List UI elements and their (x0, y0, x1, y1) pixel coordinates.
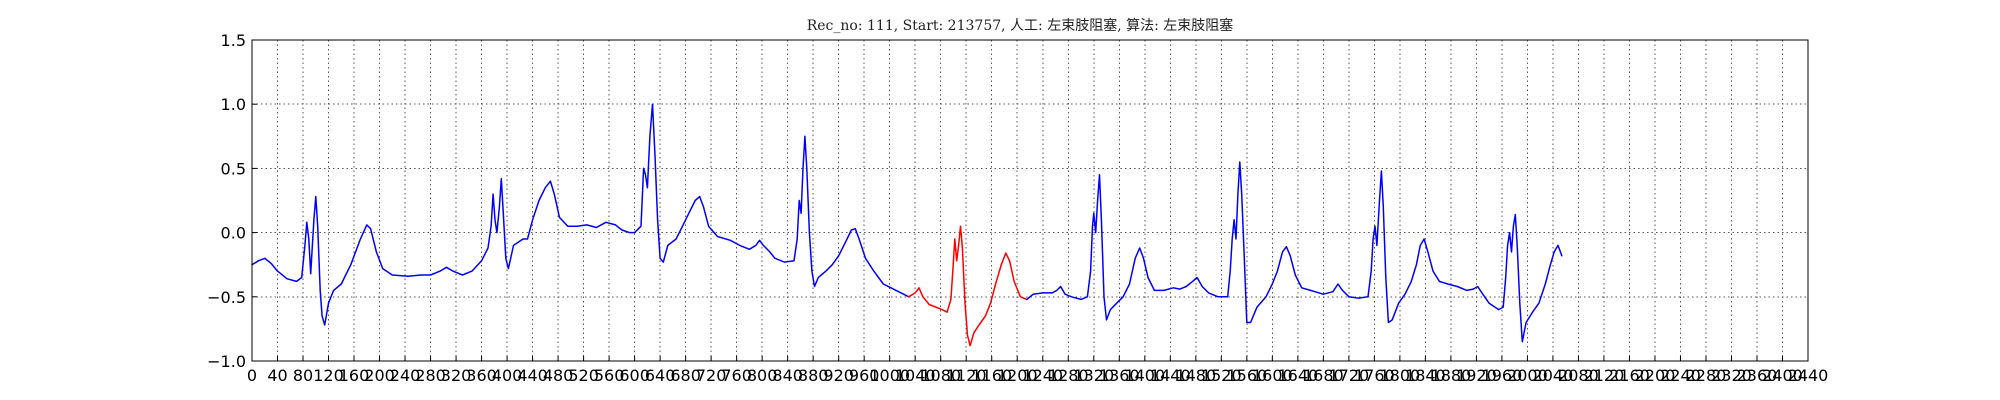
x-tick-label: 1040 (895, 366, 936, 385)
x-tick-label: 2200 (1635, 366, 1676, 385)
grid-layer (252, 40, 1808, 361)
x-tick-label: 680 (670, 366, 701, 385)
x-tick-label: 40 (267, 366, 287, 385)
x-tick-label: 600 (619, 366, 650, 385)
x-tick-label: 2040 (1533, 366, 1574, 385)
x-tick-label: 1400 (1124, 366, 1165, 385)
x-tick-label: 1480 (1175, 366, 1216, 385)
x-tick-label: 560 (594, 366, 625, 385)
x-tick-label: 1760 (1354, 366, 1395, 385)
x-tick-label: 1560 (1226, 366, 1267, 385)
x-tick-label: 0 (247, 366, 257, 385)
x-tick-label: 1880 (1431, 366, 1472, 385)
x-tick-label: 1720 (1328, 366, 1369, 385)
x-tick-label: 640 (645, 366, 676, 385)
x-tick-label: 960 (849, 366, 880, 385)
x-tick-label: 2400 (1762, 366, 1803, 385)
chart-title: Rec_no: 111, Start: 213757, 人工: 左束肢阻塞, 算… (807, 17, 1234, 34)
x-tick-label: 200 (364, 366, 395, 385)
x-tick-label: 360 (466, 366, 497, 385)
x-tick-label: 1240 (1022, 366, 1063, 385)
x-tick-label: 2320 (1711, 366, 1752, 385)
x-axis: 0 40 80 12016020024028032036040044048052056… (247, 356, 1828, 385)
ecg-series-line-3 (1026, 161, 1563, 343)
x-tick-label: 2160 (1609, 366, 1650, 385)
x-tick-label: 440 (517, 366, 548, 385)
x-tick-label: 1160 (971, 366, 1012, 385)
x-tick-label: 1320 (1073, 366, 1114, 385)
x-tick-label: 2280 (1686, 366, 1727, 385)
y-tick-label: −0.5 (207, 288, 246, 307)
x-tick-label: 2120 (1584, 366, 1625, 385)
x-tick-label: 1000 (869, 366, 910, 385)
y-tick-label: 1.5 (221, 31, 246, 50)
x-tick-label: 1920 (1456, 366, 1497, 385)
y-tick-label: 1.0 (221, 95, 246, 114)
x-tick-label: 880 (798, 366, 829, 385)
x-tick-label: 1800 (1380, 366, 1421, 385)
x-tick-label: 80 (293, 366, 313, 385)
x-tick-label: 1360 (1099, 366, 1140, 385)
x-tick-label: 1200 (997, 366, 1038, 385)
x-tick-label: 2240 (1660, 366, 1701, 385)
x-tick-label: 280 (415, 366, 446, 385)
x-tick-label: 1280 (1048, 366, 1089, 385)
x-tick-label: 920 (823, 366, 854, 385)
x-tick-label: 2360 (1737, 366, 1778, 385)
x-tick-label: 160 (339, 366, 370, 385)
x-tick-label: 240 (390, 366, 421, 385)
y-tick-label: 0.5 (221, 159, 246, 178)
x-tick-label: 1080 (920, 366, 961, 385)
x-tick-label: 2000 (1507, 366, 1548, 385)
x-tick-label: 760 (721, 366, 752, 385)
plot-frame (251, 39, 1809, 362)
y-tick-label: 0.0 (221, 224, 246, 243)
series-layer (251, 103, 1563, 347)
x-tick-label: 800 (747, 366, 778, 385)
x-tick-label: 400 (492, 366, 523, 385)
x-tick-label: 1840 (1405, 366, 1446, 385)
x-tick-label: 720 (696, 366, 727, 385)
x-tick-label: 120 (313, 366, 344, 385)
x-tick-label: 1440 (1150, 366, 1191, 385)
x-tick-label: 840 (772, 366, 803, 385)
x-tick-label: 320 (441, 366, 472, 385)
x-tick-label: 1600 (1252, 366, 1293, 385)
ecg-series-line-1 (251, 103, 910, 326)
y-tick-label: −1.0 (207, 352, 246, 371)
x-tick-label: 480 (543, 366, 574, 385)
x-tick-label: 1680 (1303, 366, 1344, 385)
ecg-series-line-2 (908, 225, 1028, 347)
x-tick-label: 2080 (1558, 366, 1599, 385)
y-axis: −1.0 −0.5 0.0 0.5 1.0 1.5 (207, 31, 257, 371)
x-tick-label: 2440 (1788, 366, 1829, 385)
x-tick-label: 1960 (1482, 366, 1523, 385)
x-tick-label: 1520 (1201, 366, 1242, 385)
x-tick-label: 1120 (946, 366, 987, 385)
x-tick-label: 520 (568, 366, 599, 385)
x-tick-label: 1640 (1277, 366, 1318, 385)
